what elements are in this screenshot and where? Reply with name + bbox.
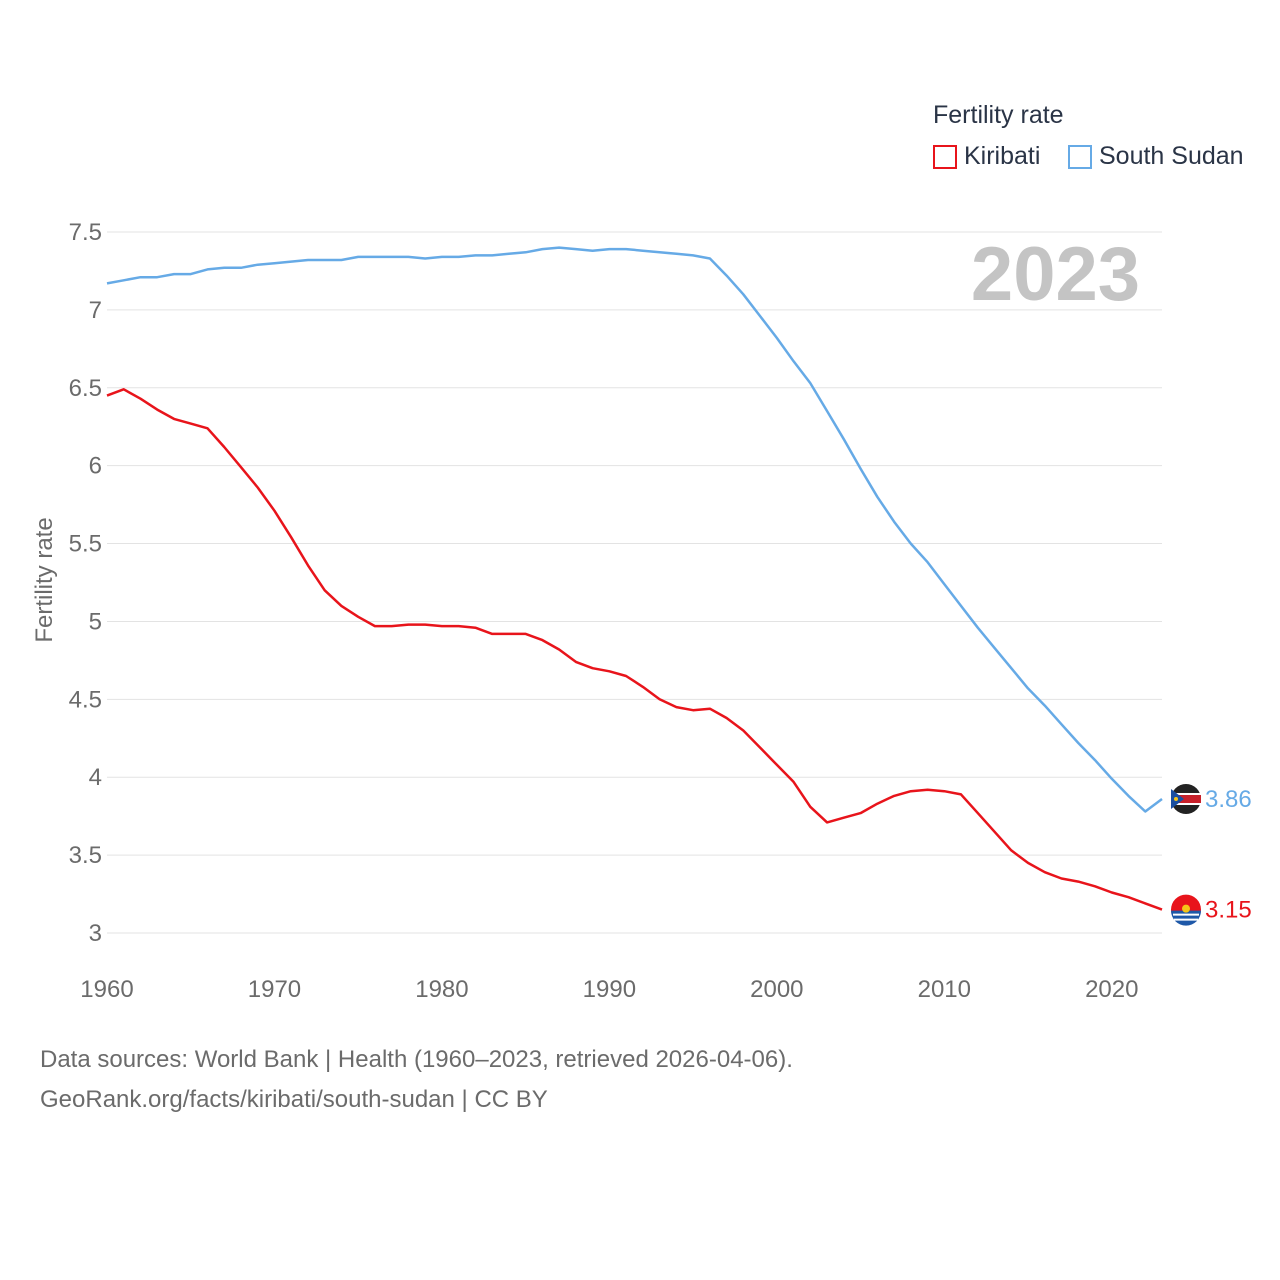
y-tick-label: 6 — [89, 453, 102, 480]
y-tick-label: 4 — [89, 764, 102, 791]
x-tick-label: 2010 — [918, 976, 971, 1003]
y-tick-label: 3 — [89, 920, 102, 947]
y-tick-label: 7 — [89, 297, 102, 324]
y-tick-label: 5 — [89, 608, 102, 635]
legend-item-kiribati[interactable]: Kiribati — [933, 142, 1040, 171]
legend-swatch-kiribati — [933, 144, 957, 169]
x-axis-ticks: 1960 1970 1980 1990 2000 2010 2020 — [80, 976, 1138, 1003]
y-axis-ticks: 3 3.5 4 4.5 5 5.5 6 6.5 7 7.5 — [69, 219, 102, 947]
end-value-label-kiribati: 3.15 — [1205, 897, 1252, 924]
y-tick-label: 7.5 — [69, 219, 102, 246]
x-tick-label: 2020 — [1085, 976, 1138, 1003]
series-line-kiribati[interactable] — [106, 388, 1163, 911]
year-watermark: 2023 — [971, 232, 1140, 317]
series-end-markers: 3.15 3.86 — [1171, 784, 1252, 926]
legend-title: Fertility rate — [933, 101, 1064, 129]
y-tick-label: 6.5 — [69, 375, 102, 402]
y-tick-label: 4.5 — [69, 686, 102, 713]
footer-attribution[interactable]: GeoRank.org/facts/kiribati/south-sudan |… — [40, 1086, 548, 1113]
legend-swatch-south-sudan — [1068, 144, 1092, 169]
x-tick-label: 1970 — [248, 976, 301, 1003]
flag-icon-south-sudan — [1171, 784, 1201, 815]
y-tick-label: 5.5 — [69, 531, 102, 558]
legend-item-south-sudan[interactable]: South Sudan — [1068, 142, 1244, 171]
x-tick-label: 1980 — [415, 976, 468, 1003]
legend-label-south-sudan: South Sudan — [1099, 142, 1244, 170]
x-tick-label: 1990 — [583, 976, 636, 1003]
x-tick-label: 2000 — [750, 976, 803, 1003]
end-value-label-south-sudan: 3.86 — [1205, 786, 1252, 813]
legend-label-kiribati: Kiribati — [964, 142, 1041, 170]
series-lines — [106, 246, 1163, 911]
footer-data-sources: Data sources: World Bank | Health (1960–… — [40, 1046, 793, 1073]
x-tick-label: 1960 — [80, 976, 133, 1003]
y-axis-label: Fertility rate — [31, 517, 58, 642]
flag-icon-kiribati — [1171, 894, 1201, 926]
series-line-south-sudan[interactable] — [106, 246, 1163, 813]
y-tick-label: 3.5 — [69, 842, 102, 869]
gridlines — [107, 231, 1162, 934]
